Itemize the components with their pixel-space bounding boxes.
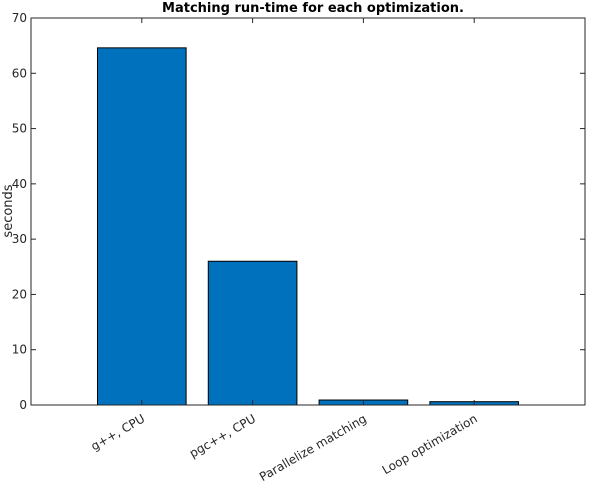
y-tick-label: 10: [12, 343, 27, 357]
bars-group: [96, 47, 520, 406]
chart-title: Matching run-time for each optimization.: [162, 1, 464, 16]
y-axis-label: seconds: [1, 184, 16, 237]
y-ticks-group: 0 10 20 30 40 50 60 70: [12, 11, 585, 412]
y-tick-label: 60: [12, 66, 27, 80]
y-tick-label: 20: [12, 287, 27, 301]
y-tick-label: 50: [12, 122, 27, 136]
y-tick-label: 40: [12, 177, 27, 191]
y-tick-label: 70: [12, 11, 27, 25]
x-tick-label: g++, CPU: [89, 411, 148, 453]
bar: [96, 47, 187, 406]
x-tick-label: Parallelize matching: [257, 411, 369, 484]
y-tick-label: 30: [12, 232, 27, 246]
axes-group: [30, 17, 586, 406]
x-tick-label: Loop optimization: [380, 411, 480, 477]
y-tick-label: 0: [19, 398, 27, 412]
x-tick-label: pgc++, CPU: [187, 411, 258, 460]
axes-box: [30, 17, 586, 406]
bar: [207, 260, 298, 406]
